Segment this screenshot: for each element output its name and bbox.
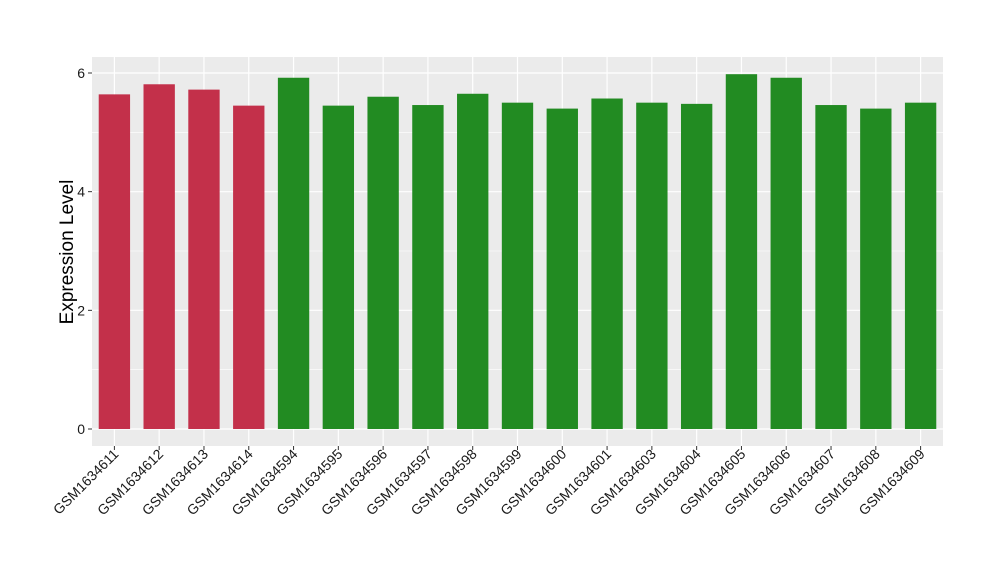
y-tick-label: 2 [77,302,85,318]
y-tick-label: 0 [77,421,85,437]
bar-GSM1634594 [277,77,310,429]
bar-layer [98,74,937,430]
bar-GSM1634595 [322,105,355,429]
bar-GSM1634612 [143,84,175,430]
bar-GSM1634609 [904,102,937,430]
bar-GSM1634611 [98,94,131,430]
bar-GSM1634597 [412,105,444,429]
bar-GSM1634605 [725,74,758,429]
bar-GSM1634607 [815,105,847,429]
bar-GSM1634601 [591,98,623,429]
bar-GSM1634613 [188,89,220,429]
x-axis: GSM1634611GSM1634612GSM1634613GSM1634614… [50,446,928,519]
y-tick-label: 6 [77,65,85,81]
y-axis: 0 2 4 6 [77,65,92,437]
bar-GSM1634599 [501,102,534,430]
y-axis-label: Expression Level [57,180,78,325]
bar-GSM1634606 [770,77,802,429]
bar-GSM1634614 [233,105,265,429]
bar-GSM1634596 [367,96,399,429]
bar-GSM1634604 [680,103,713,429]
bar-GSM1634608 [860,108,892,429]
bar-GSM1634600 [546,108,578,429]
bar-GSM1634603 [636,102,668,430]
bar-GSM1634598 [457,93,489,430]
y-tick-label: 4 [77,184,85,200]
